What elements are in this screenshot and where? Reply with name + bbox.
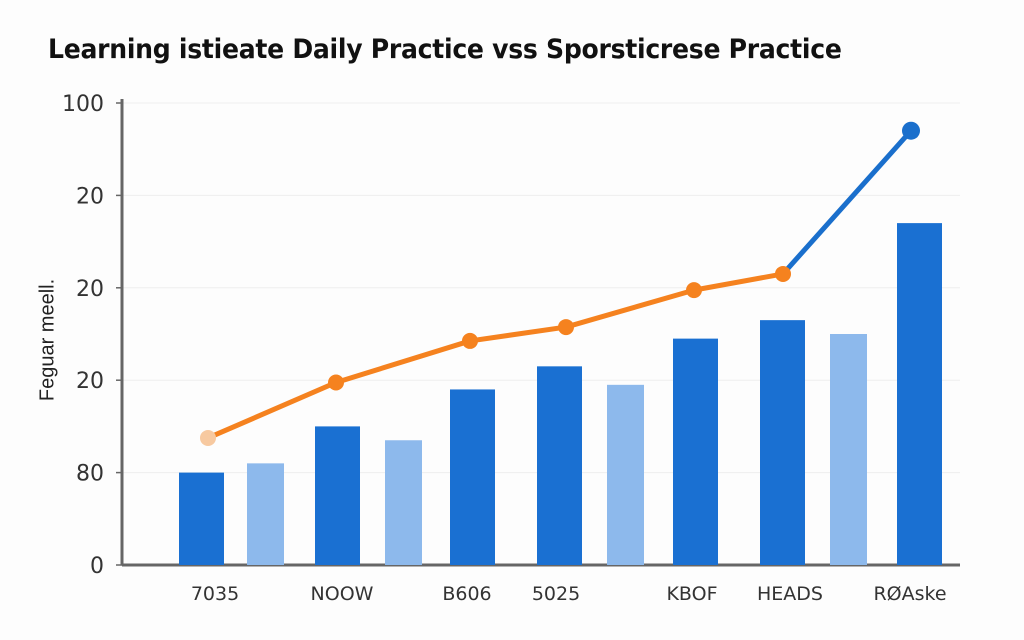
y-tick-label: 20 [76,277,104,302]
bar [385,440,422,565]
line-point [328,374,344,391]
bar [897,223,942,565]
x-tick-label: RØAske [873,583,946,605]
line-point [558,319,574,336]
line-segment [333,338,473,386]
x-tick-label: 5025 [532,583,580,605]
line-segment [467,324,569,344]
line-segment [563,287,697,330]
y-tick-label: 20 [76,369,104,394]
line-point [200,429,216,446]
line-segment [780,128,914,277]
bar [315,426,360,565]
x-tick-label: KBOF [666,583,717,605]
bar [673,338,718,565]
x-tick-label: 7035 [191,583,239,605]
line-point [775,265,791,282]
line-point [686,282,702,299]
line-point [462,332,478,349]
y-tick-label: 100 [62,92,104,117]
bar [830,334,867,565]
line-segment [205,380,339,441]
x-tick-label: HEADS [757,583,823,605]
bar [760,320,805,565]
bar [450,389,495,565]
y-tick-label: 20 [76,184,104,209]
line-point [902,121,920,140]
bar [247,463,284,565]
y-tick-label: 80 [76,462,104,487]
x-tick-label: NOOW [311,583,374,605]
bar [537,366,582,565]
line-segment [691,271,786,293]
bar [179,472,224,565]
x-tick-label: B606 [442,583,491,605]
chart-title: Learning istieate Daily Practice vss Spo… [48,34,842,65]
bar [607,384,644,565]
y-tick-label: 0 [90,554,104,579]
